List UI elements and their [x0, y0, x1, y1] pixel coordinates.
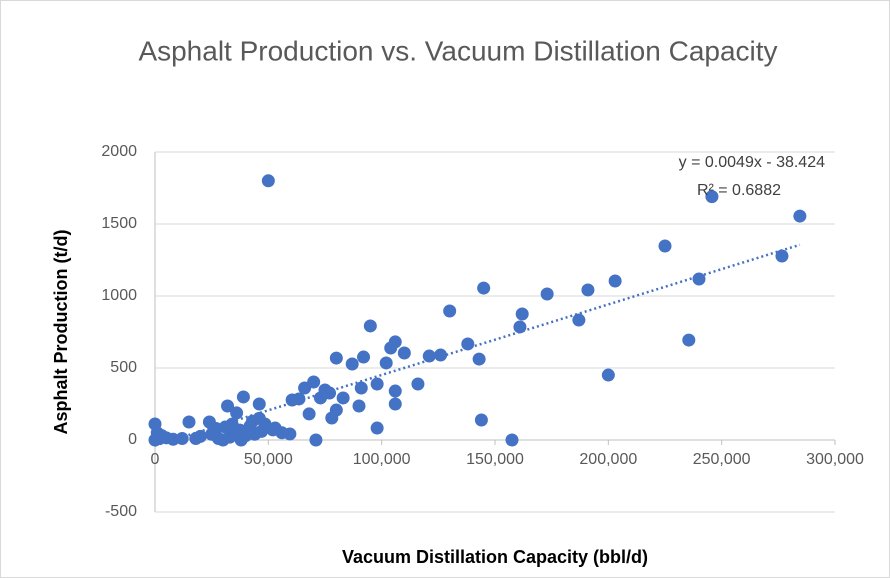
- point: [252, 411, 266, 425]
- point: [461, 337, 475, 351]
- point: [175, 432, 189, 446]
- point: [225, 417, 239, 431]
- point: [443, 304, 457, 318]
- point: [255, 424, 269, 438]
- point: [658, 239, 672, 253]
- y-tick-label: 2000: [101, 143, 137, 160]
- y-tick-label: 500: [110, 359, 137, 376]
- point: [397, 346, 411, 360]
- point: [705, 190, 719, 204]
- x-tick-label: 0: [151, 451, 160, 468]
- trendline-r2: R² = 0.6882: [697, 182, 781, 199]
- point: [692, 272, 706, 286]
- point: [193, 429, 207, 443]
- trendline-equation: y = 0.0049x - 38.424: [679, 154, 825, 171]
- point: [434, 348, 448, 362]
- point: [329, 351, 343, 365]
- x-tick-label: 250,000: [693, 451, 751, 468]
- x-axis-label: Vacuum Distillation Capacity (bbl/d): [342, 547, 648, 567]
- point: [182, 415, 196, 429]
- point: [336, 391, 350, 405]
- point: [608, 274, 622, 288]
- point: [363, 319, 377, 333]
- x-tick-label: 50,000: [244, 451, 293, 468]
- point: [370, 421, 384, 435]
- point: [505, 433, 519, 447]
- point: [313, 391, 327, 405]
- point: [150, 426, 164, 440]
- point: [252, 397, 266, 411]
- point: [325, 411, 339, 425]
- point: [354, 381, 368, 395]
- point: [309, 433, 323, 447]
- point: [230, 406, 244, 420]
- point: [682, 333, 696, 347]
- point: [793, 209, 807, 223]
- point: [370, 377, 384, 391]
- point: [275, 426, 289, 440]
- x-tick-label: 150,000: [466, 451, 524, 468]
- point: [221, 399, 235, 413]
- point: [515, 307, 529, 321]
- x-tick-label: 300,000: [806, 451, 864, 468]
- point: [581, 283, 595, 297]
- point: [474, 413, 488, 427]
- point: [384, 341, 398, 355]
- point: [775, 249, 789, 263]
- point: [388, 384, 402, 398]
- chart-title: Asphalt Production vs. Vacuum Distillati…: [138, 35, 777, 66]
- y-axis-label: Asphalt Production (t/d): [51, 230, 71, 435]
- point: [302, 407, 316, 421]
- point: [601, 368, 615, 382]
- point: [357, 350, 371, 364]
- point: [422, 349, 436, 363]
- y-tick-label: 1000: [101, 287, 137, 304]
- point: [236, 390, 250, 404]
- point: [477, 281, 491, 295]
- point: [388, 397, 402, 411]
- y-tick-label: -500: [105, 503, 137, 520]
- point: [472, 352, 486, 366]
- y-tick-label: 0: [128, 431, 137, 448]
- point: [345, 357, 359, 371]
- point: [572, 313, 586, 327]
- x-tick-label: 100,000: [353, 451, 411, 468]
- y-tick-label: 1500: [101, 215, 137, 232]
- point: [379, 356, 393, 370]
- point: [411, 377, 425, 391]
- point: [540, 287, 554, 301]
- point: [352, 399, 366, 413]
- point: [285, 393, 299, 407]
- point: [261, 174, 275, 188]
- point: [298, 381, 312, 395]
- x-tick-label: 200,000: [579, 451, 637, 468]
